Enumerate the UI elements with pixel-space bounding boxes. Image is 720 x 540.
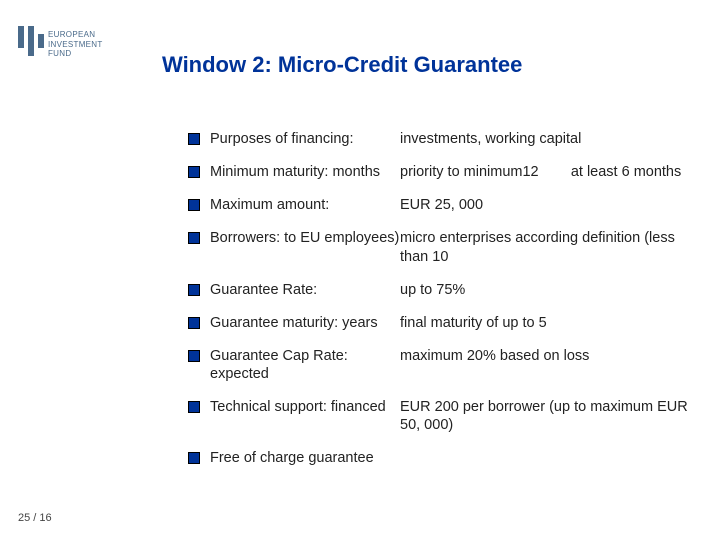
list-item: Borrowers: to EU employees) micro enterp… — [188, 229, 690, 265]
list-item: Minimum maturity: months priority to min… — [188, 163, 690, 181]
bullet-icon — [188, 401, 200, 413]
list-item: Free of charge guarantee — [188, 449, 690, 467]
item-label: Guarantee Rate: — [210, 281, 400, 299]
bullet-icon — [188, 317, 200, 329]
bullet-icon — [188, 284, 200, 296]
item-value: final maturity of up to 5 — [400, 314, 690, 332]
bullet-icon — [188, 133, 200, 145]
item-label: Free of charge guarantee — [210, 449, 400, 467]
item-label: Borrowers: to EU employees) — [210, 229, 400, 247]
item-label: Purposes of financing: — [210, 130, 400, 148]
logo-text: EUROPEAN INVESTMENT FUND — [48, 30, 138, 59]
list-item: Guarantee maturity: years final maturity… — [188, 314, 690, 332]
item-value: up to 75% — [400, 281, 690, 299]
item-label: Maximum amount: — [210, 196, 400, 214]
item-label: Minimum maturity: months — [210, 163, 400, 181]
bullet-icon — [188, 350, 200, 362]
item-label: Guarantee maturity: years — [210, 314, 400, 332]
bullet-icon — [188, 166, 200, 178]
list-item: Guarantee Cap Rate: expected maximum 20%… — [188, 347, 690, 383]
bullet-icon — [188, 232, 200, 244]
list-item: Guarantee Rate: up to 75% — [188, 281, 690, 299]
item-label: Guarantee Cap Rate: expected — [210, 347, 400, 383]
item-value: EUR 200 per borrower (up to maximum EUR … — [400, 398, 690, 434]
page-number: 25 / 16 — [18, 512, 52, 524]
eif-logo: EUROPEAN INVESTMENT FUND — [18, 26, 138, 78]
content-list: Purposes of financing: investments, work… — [188, 130, 690, 483]
list-item: Technical support: financed EUR 200 per … — [188, 398, 690, 434]
item-label: Technical support: financed — [210, 398, 400, 416]
item-value: micro enterprises according definition (… — [400, 229, 690, 265]
bullet-icon — [188, 199, 200, 211]
list-item: Purposes of financing: investments, work… — [188, 130, 690, 148]
item-value: priority to minimum12 at least 6 months — [400, 163, 690, 181]
item-value: maximum 20% based on loss — [400, 347, 690, 365]
bullet-icon — [188, 452, 200, 464]
item-value: investments, working capital — [400, 130, 690, 148]
slide-title: Window 2: Micro-Credit Guarantee — [162, 52, 522, 78]
list-item: Maximum amount: EUR 25, 000 — [188, 196, 690, 214]
item-value: EUR 25, 000 — [400, 196, 690, 214]
